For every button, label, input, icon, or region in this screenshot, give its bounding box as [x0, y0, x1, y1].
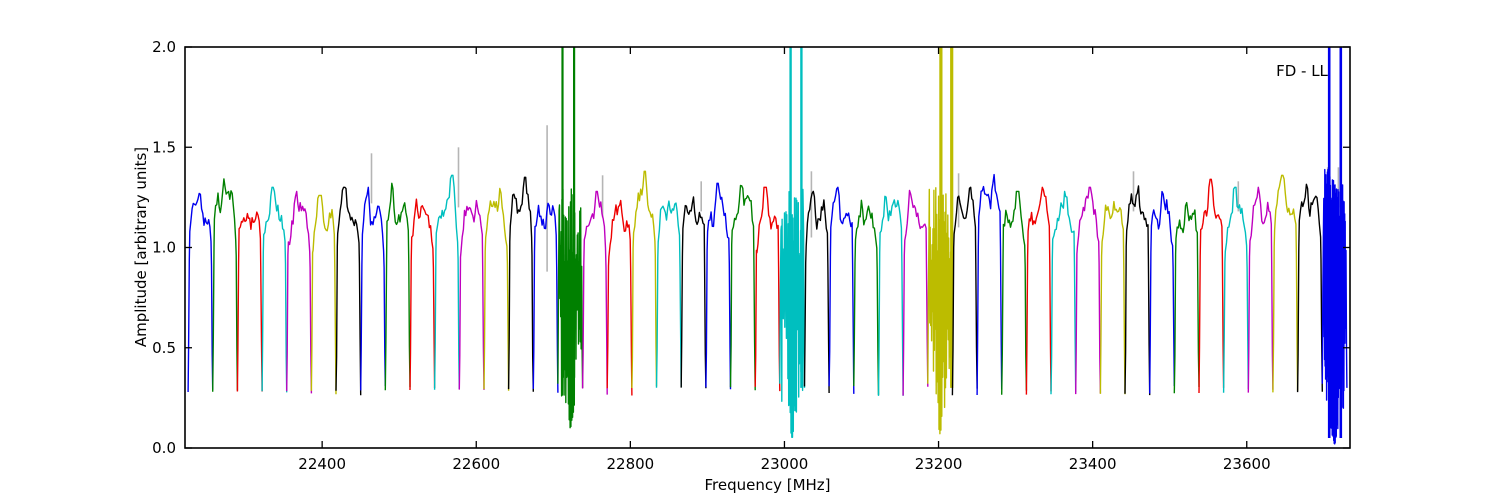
x-tick-label: 22800	[606, 455, 654, 473]
y-tick-label: 1.0	[152, 239, 176, 257]
subband-trace-20	[680, 196, 707, 389]
subband-trace-35	[1050, 190, 1077, 395]
subband-trace-6	[335, 186, 362, 396]
y-tick-label: 2.0	[152, 38, 176, 56]
subband-trace-39	[1149, 190, 1175, 394]
subband-trace-19	[655, 200, 682, 388]
subband-trace-29	[902, 189, 929, 396]
subband-trace-34	[1025, 186, 1052, 395]
subband-trace-10	[433, 174, 460, 390]
y-axis-label: Amplitude [arbitrary units]	[132, 146, 150, 348]
subband-trace-18	[631, 170, 658, 389]
y-tick-label: 0.0	[152, 439, 176, 457]
subband-trace-24	[779, 188, 806, 438]
subband-trace-40	[1173, 201, 1200, 394]
x-tick-label: 22600	[452, 455, 500, 473]
subband-trace-17	[606, 199, 633, 396]
subband-trace-8	[384, 182, 411, 391]
subband-trace-9	[409, 198, 436, 391]
subband-trace-41	[1198, 178, 1225, 394]
subband-trace-46	[1321, 168, 1348, 445]
subband-trace-5	[310, 194, 337, 395]
x-tick-label: 23000	[761, 455, 809, 473]
y-tick-label: 1.5	[152, 138, 176, 156]
subband-trace-33	[1001, 190, 1028, 395]
subband-trace-3	[261, 186, 288, 393]
subband-trace-4	[286, 190, 313, 394]
polarization-label: FD - LL	[1276, 62, 1328, 80]
subband-trace-7	[360, 186, 386, 391]
subband-trace-21	[705, 182, 732, 390]
subband-trace-23	[754, 186, 781, 392]
x-tick-label: 23200	[915, 455, 963, 473]
x-axis-label: Frequency [MHz]	[704, 476, 831, 494]
x-tick-label: 22400	[298, 455, 346, 473]
subband-trace-36	[1075, 186, 1102, 395]
subband-trace-44	[1272, 174, 1299, 393]
subband-trace-11	[458, 199, 485, 390]
subband-trace-42	[1222, 186, 1249, 393]
subband-trace-0	[187, 192, 214, 393]
subband-trace-38	[1124, 185, 1151, 396]
subband-trace-37	[1099, 200, 1126, 395]
subband-trace-22	[729, 184, 756, 391]
subband-trace-25	[803, 190, 830, 394]
subband-trace-1	[212, 178, 239, 392]
subband-trace-45	[1296, 183, 1323, 393]
subband-trace-28	[877, 195, 904, 396]
subband-trace-16	[581, 190, 608, 395]
subband-trace-13	[507, 176, 534, 392]
subband-trace-12	[483, 187, 510, 391]
x-tick-label: 23600	[1223, 455, 1271, 473]
subband-trace-26	[828, 186, 855, 394]
subband-trace-32	[976, 173, 1003, 396]
subband-trace-2	[236, 211, 263, 392]
subband-trace-27	[853, 199, 880, 395]
subband-trace-14	[532, 202, 559, 393]
subband-trace-43	[1247, 186, 1274, 393]
subband-trace-31	[951, 186, 978, 396]
plot-area	[187, 47, 1348, 445]
x-tick-label: 23400	[1069, 455, 1117, 473]
y-tick-label: 0.5	[152, 339, 176, 357]
